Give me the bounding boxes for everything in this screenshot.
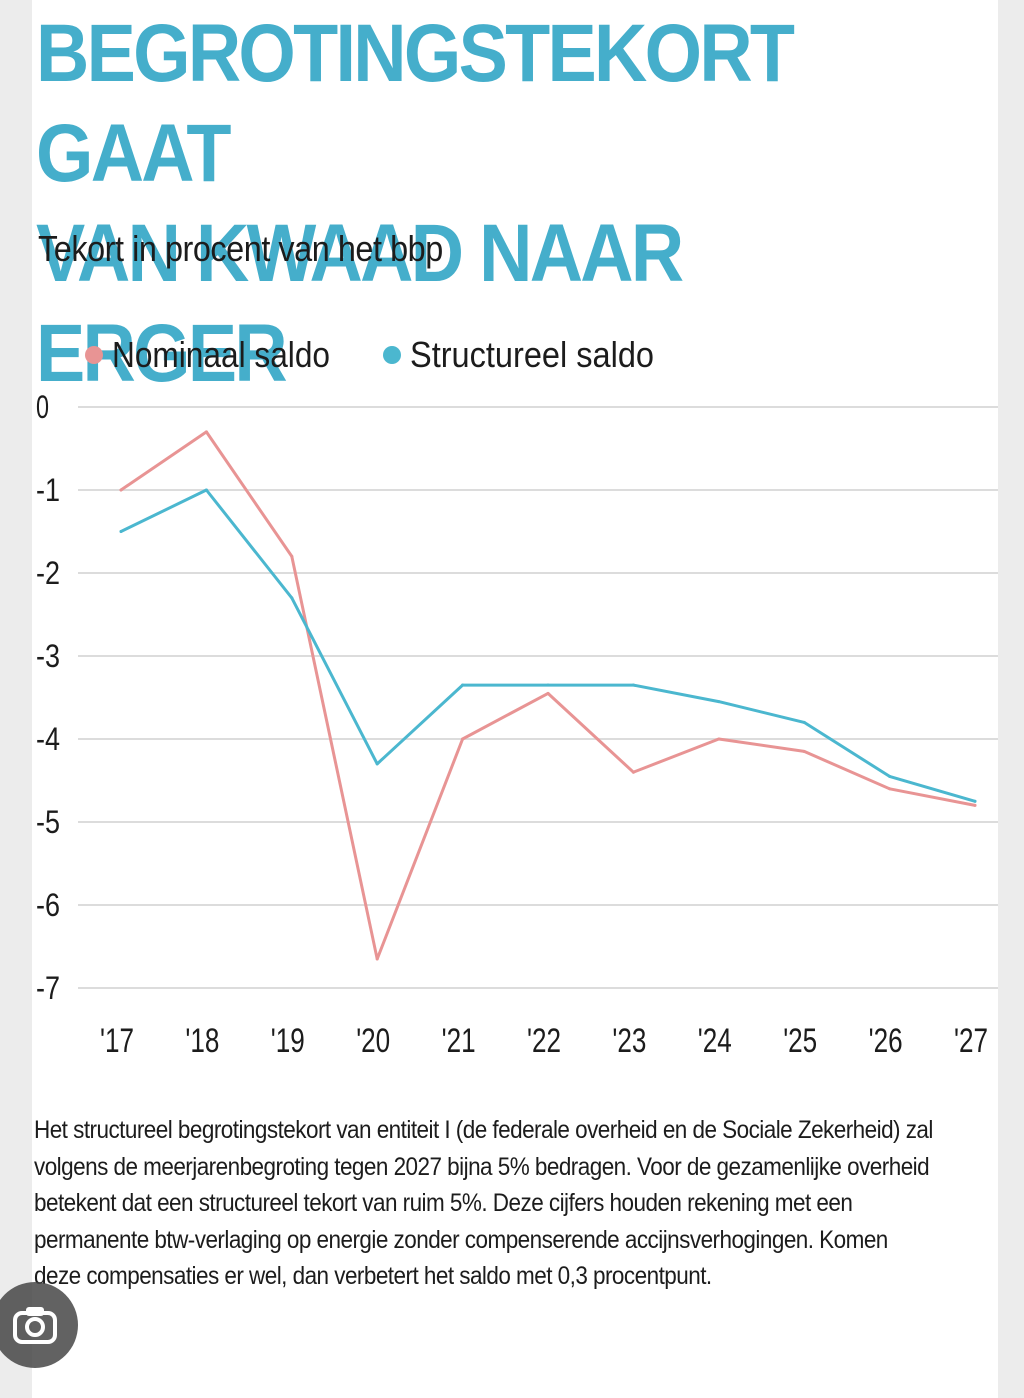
y-tick-label: -1 bbox=[36, 472, 60, 508]
data-point bbox=[461, 683, 465, 687]
legend-label: Structureel saldo bbox=[410, 334, 654, 375]
x-tick-label: '24 bbox=[698, 1022, 732, 1060]
data-point bbox=[375, 762, 379, 766]
headline: BEGROTINGSTEKORT GAAT VAN KWAAD NAAR ERG… bbox=[36, 4, 900, 404]
data-point bbox=[546, 691, 550, 695]
headline-line-2: VAN KWAAD NAAR ERGER bbox=[36, 208, 684, 399]
legend-swatch bbox=[383, 346, 401, 364]
x-tick-label: '17 bbox=[100, 1022, 134, 1060]
series-line-structureel bbox=[119, 488, 977, 803]
data-point bbox=[290, 596, 294, 600]
data-point bbox=[973, 799, 977, 803]
data-point bbox=[375, 957, 379, 961]
data-point bbox=[631, 683, 635, 687]
data-point bbox=[717, 700, 721, 704]
data-point bbox=[717, 737, 721, 741]
x-tick-label: '21 bbox=[442, 1022, 476, 1060]
data-point bbox=[631, 770, 635, 774]
data-point bbox=[973, 803, 977, 807]
y-tick-label: -4 bbox=[36, 721, 60, 757]
deficit-line-chart: Nominaal saldo Structureel saldo 0 -1 -2 -3 -… bbox=[36, 334, 998, 1060]
x-tick-label: '26 bbox=[869, 1022, 903, 1060]
data-point bbox=[802, 749, 806, 753]
article-card bbox=[32, 0, 998, 1398]
data-point bbox=[546, 683, 550, 687]
y-tick-label: -6 bbox=[36, 887, 60, 923]
x-tick-label: '19 bbox=[271, 1022, 305, 1060]
data-point bbox=[290, 554, 294, 558]
chart-subtitle: Tekort in procent van het bbp bbox=[38, 228, 443, 269]
series-line-nominaal bbox=[119, 430, 977, 961]
data-point bbox=[119, 530, 123, 533]
legend-label: Nominaal saldo bbox=[112, 334, 330, 375]
x-tick-label: '27 bbox=[954, 1022, 988, 1060]
data-point bbox=[461, 737, 465, 741]
data-point bbox=[119, 488, 123, 492]
y-tick-label: 0 bbox=[36, 389, 49, 425]
x-tick-label: '25 bbox=[783, 1022, 817, 1060]
y-tick-label: -5 bbox=[36, 804, 60, 840]
x-tick-label: '20 bbox=[356, 1022, 390, 1060]
headline-line-1: BEGROTINGSTEKORT GAAT bbox=[36, 8, 795, 199]
data-point bbox=[204, 430, 208, 434]
x-tick-label: '23 bbox=[612, 1022, 646, 1060]
y-tick-label: -2 bbox=[36, 555, 60, 591]
lens-search-button[interactable] bbox=[0, 1282, 78, 1368]
legend-swatch bbox=[85, 346, 103, 364]
data-point bbox=[888, 787, 892, 791]
data-point bbox=[204, 488, 208, 492]
camera-icon bbox=[13, 1307, 57, 1344]
chart-caption: Het structureel begrotingstekort van ent… bbox=[34, 1116, 933, 1290]
x-tick-label: '18 bbox=[185, 1022, 219, 1060]
data-point bbox=[802, 720, 806, 724]
y-tick-label: -3 bbox=[36, 638, 60, 674]
y-tick-label: -7 bbox=[36, 970, 60, 1006]
x-tick-label: '22 bbox=[527, 1022, 561, 1060]
data-point bbox=[888, 774, 892, 778]
